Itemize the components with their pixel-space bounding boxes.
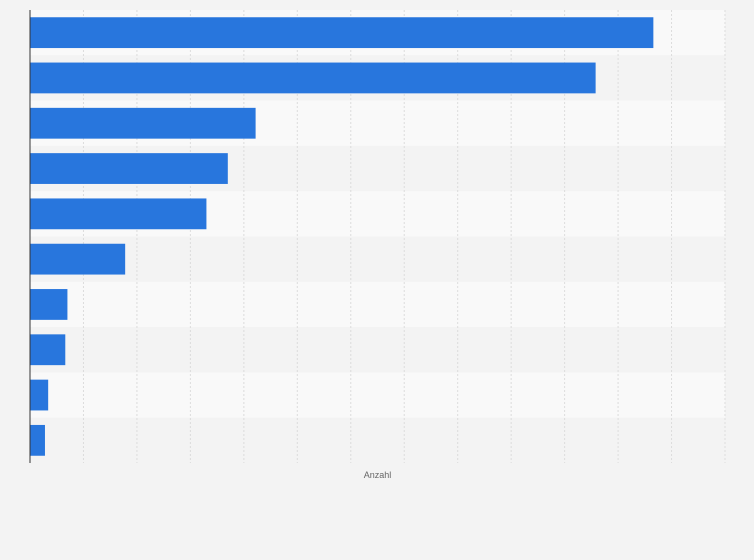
bar[interactable]: [30, 62, 596, 94]
bar[interactable]: [30, 289, 68, 320]
row-band: [30, 236, 725, 282]
bar[interactable]: [30, 379, 49, 411]
bar[interactable]: [30, 424, 45, 456]
bars: [30, 17, 654, 456]
x-axis-label: Anzahl: [364, 470, 392, 480]
bar[interactable]: [30, 153, 228, 184]
row-band: [30, 417, 725, 463]
gridlines: [82, 10, 726, 463]
bar[interactable]: [30, 334, 66, 366]
bar[interactable]: [30, 243, 126, 275]
bar[interactable]: [30, 17, 654, 49]
bar[interactable]: [30, 198, 207, 230]
bar[interactable]: [30, 107, 256, 139]
row-band: [30, 327, 725, 373]
row-band: [30, 372, 725, 418]
row-band: [30, 281, 725, 328]
